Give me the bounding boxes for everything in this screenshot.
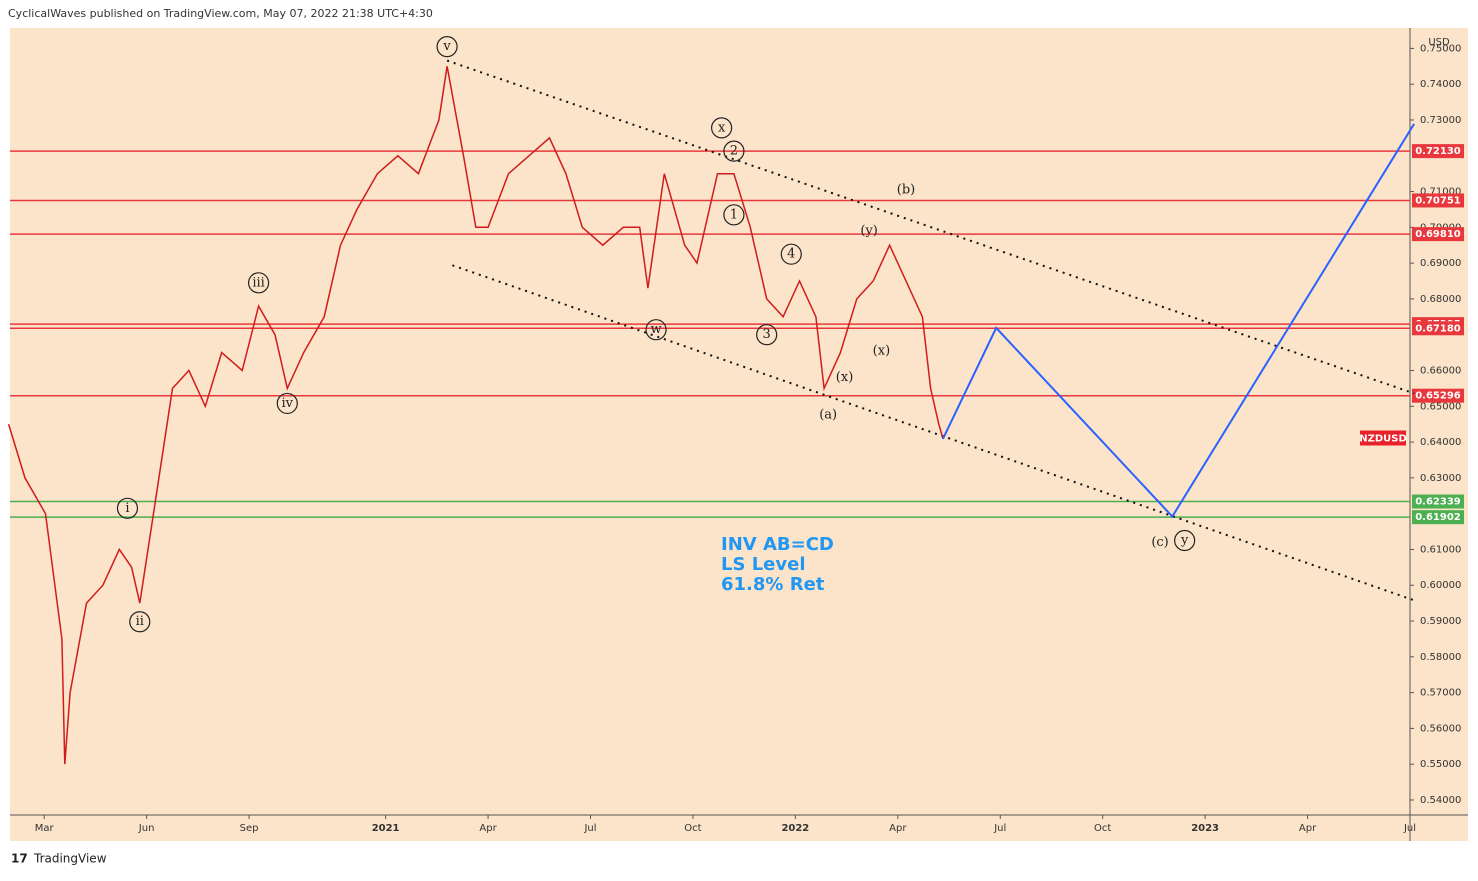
y-tick-label: 0.56000	[1420, 723, 1461, 734]
publisher-header: CyclicalWaves published on TradingView.c…	[8, 7, 433, 20]
wave-circle	[116, 497, 139, 519]
x-tick-label: 2023	[1191, 823, 1219, 834]
wave-circle	[723, 140, 745, 162]
price-line	[7, 66, 944, 765]
level-box	[1412, 321, 1464, 336]
x-tick-label: Oct	[684, 823, 701, 834]
level-label: 0.72130	[1415, 146, 1461, 157]
wave-circle	[723, 204, 745, 226]
x-tick-label: Apr	[1299, 823, 1317, 834]
wave-label: ii	[136, 614, 144, 629]
y-tick-label: 0.75000	[1420, 43, 1461, 54]
symbol-box	[1360, 430, 1406, 446]
wave-label: 1	[730, 207, 738, 222]
wave-label: iv	[282, 396, 294, 411]
wave-circle	[247, 272, 270, 294]
level-box	[1412, 144, 1464, 159]
x-tick-label: Sep	[240, 823, 259, 834]
wave-label: (c)	[1151, 535, 1168, 550]
wave-label: (x)	[836, 370, 853, 385]
x-tick-label: Jul	[993, 823, 1006, 834]
wave-label: 2	[730, 144, 738, 159]
wave-label: 4	[787, 247, 795, 262]
wave-circle	[756, 324, 778, 346]
wave-label: w	[650, 322, 661, 337]
wave-label: (y)	[860, 223, 878, 238]
trendline	[452, 264, 1415, 602]
y-tick-label: 0.61000	[1420, 544, 1461, 555]
x-tick-label: Jul	[583, 823, 596, 834]
wave-label: x	[718, 120, 726, 135]
chart-layer: 0.750000.740000.730000.710000.700000.690…	[7, 36, 1464, 834]
wave-label: i	[125, 501, 129, 516]
y-tick-label: 0.65000	[1420, 401, 1461, 412]
level-box	[1412, 227, 1464, 242]
level-label: 0.70751	[1415, 195, 1461, 206]
wave-circle	[436, 36, 458, 58]
x-tick-label: Oct	[1094, 823, 1111, 834]
level-label: 0.67180	[1415, 323, 1461, 334]
logo: 17	[11, 852, 28, 866]
wave-label: v	[442, 39, 451, 54]
wave-label: (x)	[873, 343, 890, 358]
y-tick-label: 0.57000	[1420, 688, 1461, 699]
y-tick-label: 0.63000	[1420, 473, 1461, 484]
annotation: LS Level	[721, 554, 806, 575]
price-axis-background	[1410, 28, 1468, 815]
y-tick-label: 0.71000	[1420, 187, 1461, 198]
level-box	[1412, 510, 1464, 525]
plot-background	[10, 28, 1410, 815]
currency-label: USD	[1428, 37, 1450, 48]
wave-circle	[780, 243, 802, 265]
x-tick-label: 2022	[781, 823, 809, 834]
wave-label: (b)	[897, 182, 915, 197]
annotation: 61.8% Ret	[721, 574, 825, 595]
y-tick-label: 0.64000	[1420, 437, 1461, 448]
wave-label: iii	[252, 275, 264, 290]
x-tick-label: Apr	[889, 823, 907, 834]
y-tick-label: 0.59000	[1420, 616, 1461, 627]
x-tick-label: Jun	[138, 823, 155, 834]
level-box	[1412, 494, 1464, 509]
level-label: 0.65296	[1415, 391, 1461, 402]
y-tick-label: 0.55000	[1420, 759, 1461, 770]
projection-path	[941, 123, 1415, 519]
currency-box	[1425, 35, 1453, 49]
wave-label: y	[1180, 533, 1189, 548]
wave-circle	[1174, 529, 1196, 552]
y-tick-label: 0.73000	[1420, 115, 1461, 126]
wave-circle	[711, 117, 733, 139]
footer-brand: TradingView	[33, 852, 107, 866]
level-label: 0.61902	[1415, 512, 1461, 523]
wave-label: (a)	[819, 408, 837, 423]
annotation: INV AB=CD	[721, 534, 834, 555]
y-tick-label: 0.68000	[1420, 294, 1461, 305]
time-axis-background	[10, 815, 1468, 841]
x-tick-label: Mar	[35, 823, 55, 834]
y-tick-label: 0.69000	[1420, 258, 1461, 269]
wave-label: 3	[763, 327, 771, 342]
x-tick-label: 2021	[372, 823, 400, 834]
wave-circle	[129, 611, 151, 633]
y-tick-label: 0.60000	[1420, 580, 1461, 591]
wave-circle	[645, 319, 667, 341]
level-label: 0.69810	[1415, 229, 1461, 240]
level-label: 0.62339	[1415, 497, 1461, 508]
x-tick-label: Apr	[479, 823, 497, 834]
y-tick-label: 0.58000	[1420, 652, 1461, 663]
level-box	[1412, 193, 1464, 208]
trendline	[446, 59, 1415, 395]
x-tick-label: Jul	[1403, 823, 1416, 834]
symbol-label: NZDUSD	[1359, 433, 1407, 444]
level-box	[1412, 388, 1464, 403]
y-tick-label: 0.66000	[1420, 366, 1461, 377]
wave-circle	[276, 392, 298, 415]
y-tick-label: 0.74000	[1420, 79, 1461, 90]
y-tick-label: 0.54000	[1420, 795, 1461, 806]
